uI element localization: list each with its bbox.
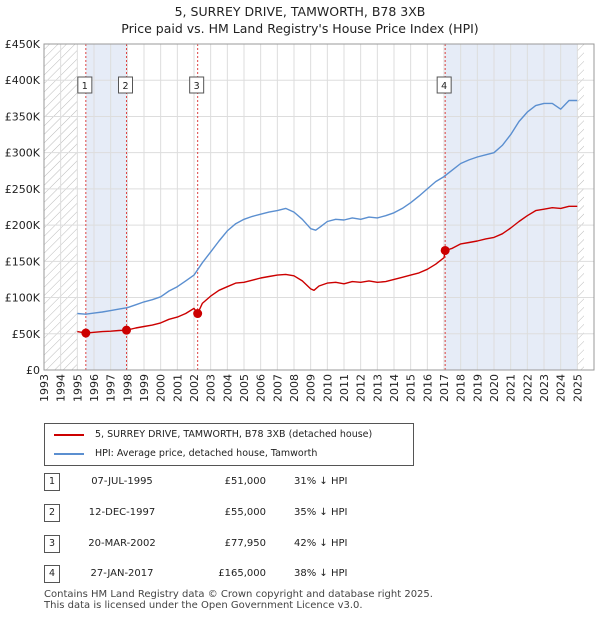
row-hpi-diff: 35% ↓ HPI xyxy=(294,507,348,518)
y-tick-label: £200K xyxy=(5,219,41,232)
sale-label: 2 xyxy=(122,81,128,92)
x-tick-label: 2008 xyxy=(288,374,301,402)
x-tick-label: 2017 xyxy=(438,374,451,402)
x-tick-label: 2010 xyxy=(321,374,334,402)
sale-point xyxy=(81,328,91,338)
sale-label-box xyxy=(189,76,205,94)
x-tick-label: 1995 xyxy=(71,374,84,402)
x-tick-label: 1993 xyxy=(38,374,51,402)
hatched-range xyxy=(577,44,584,370)
x-tick-label: 2018 xyxy=(455,374,468,402)
sale-label: 3 xyxy=(194,81,200,92)
x-tick-label: 2023 xyxy=(538,374,551,402)
sale-label-box xyxy=(436,76,452,94)
series-line-property xyxy=(77,205,578,334)
row-marker: 1 xyxy=(44,473,60,491)
x-tick-label: 2012 xyxy=(355,374,368,402)
x-tick-label: 2000 xyxy=(155,374,168,402)
sale-label: 1 xyxy=(82,81,88,92)
x-tick-label: 2016 xyxy=(421,374,434,402)
sale-point xyxy=(193,309,203,319)
legend-label-hpi: HPI: Average price, detached house, Tamw… xyxy=(95,448,318,459)
sale-point xyxy=(440,245,450,255)
x-tick-label: 1996 xyxy=(88,374,101,402)
x-tick-label: 2007 xyxy=(271,374,284,402)
row-hpi-diff: 31% ↓ HPI xyxy=(294,476,348,487)
sale-point xyxy=(122,325,131,335)
x-tick-label: 2009 xyxy=(305,374,318,402)
y-tick-label: £250K xyxy=(5,183,41,196)
chart-legend: 5, SURREY DRIVE, TAMWORTH, B78 3XB (deta… xyxy=(44,423,414,466)
y-tick-label: £300K xyxy=(5,147,41,160)
x-tick-label: 1997 xyxy=(105,374,118,402)
legend-swatch-hpi xyxy=(54,453,84,455)
sale-label-box xyxy=(77,76,93,94)
chart-subtitle: Price paid vs. HM Land Registry's House … xyxy=(121,21,479,36)
row-price: £55,000 xyxy=(224,507,266,518)
row-marker: 4 xyxy=(44,565,60,583)
row-marker: 3 xyxy=(44,535,60,553)
row-date: 27-JAN-2017 xyxy=(90,568,154,579)
x-tick-label: 2022 xyxy=(521,374,534,402)
series-line-hpi xyxy=(77,99,578,315)
y-tick-label: £450K xyxy=(5,38,41,51)
y-tick-label: £350K xyxy=(5,110,41,123)
shaded-range xyxy=(85,44,127,370)
plot-border xyxy=(43,43,595,371)
sale-label-box xyxy=(118,76,133,94)
x-tick-label: 2011 xyxy=(338,374,351,402)
x-tick-label: 2020 xyxy=(488,374,501,402)
row-price: £77,950 xyxy=(224,538,266,549)
row-date: 07-JUL-1995 xyxy=(91,476,153,487)
x-tick-label: 2004 xyxy=(221,374,234,402)
x-tick-label: 2019 xyxy=(471,374,484,402)
row-hpi-diff: 38% ↓ HPI xyxy=(294,568,348,579)
y-tick-label: £0 xyxy=(26,364,40,377)
y-tick-label: £400K xyxy=(5,74,41,87)
row-price: £51,000 xyxy=(224,476,266,487)
price-chart: 1 2 3 4 £0 £50K £100K £150K £200K £250K £300K £350… xyxy=(5,38,595,402)
x-tick-label: 2013 xyxy=(371,374,384,402)
y-tick-label: £150K xyxy=(5,255,41,268)
row-marker: 2 xyxy=(44,504,60,522)
legend-label-property: 5, SURREY DRIVE, TAMWORTH, B78 3XB (deta… xyxy=(95,429,373,440)
x-tick-label: 2015 xyxy=(405,374,418,402)
chart-title: 5, SURREY DRIVE, TAMWORTH, B78 3XB xyxy=(174,4,426,19)
x-tick-label: 2002 xyxy=(188,374,201,402)
x-tick-label: 1998 xyxy=(121,374,134,402)
sale-label: 4 xyxy=(441,81,447,92)
row-date: 20-MAR-2002 xyxy=(88,538,156,549)
x-tick-label: 1994 xyxy=(55,374,68,402)
x-tick-label: 2001 xyxy=(171,374,184,402)
x-tick-label: 2005 xyxy=(238,374,251,402)
x-tick-label: 2021 xyxy=(505,374,518,402)
row-hpi-diff: 42% ↓ HPI xyxy=(294,538,348,549)
legend-swatch-property xyxy=(54,434,84,436)
x-tick-label: 2003 xyxy=(205,374,218,402)
footer-licence: This data is licensed under the Open Gov… xyxy=(44,600,363,611)
row-price: £165,000 xyxy=(218,568,266,579)
shaded-range xyxy=(445,44,578,370)
x-tick-label: 2014 xyxy=(388,374,401,402)
x-tick-label: 1999 xyxy=(138,374,151,402)
footer-copyright: Contains HM Land Registry data © Crown c… xyxy=(44,589,433,600)
x-tick-label: 2006 xyxy=(255,374,268,402)
row-date: 12-DEC-1997 xyxy=(88,507,156,518)
x-tick-label: 2024 xyxy=(555,374,568,402)
y-tick-label: £50K xyxy=(12,328,41,341)
y-tick-label: £100K xyxy=(5,292,41,305)
x-tick-label: 2025 xyxy=(571,374,584,402)
